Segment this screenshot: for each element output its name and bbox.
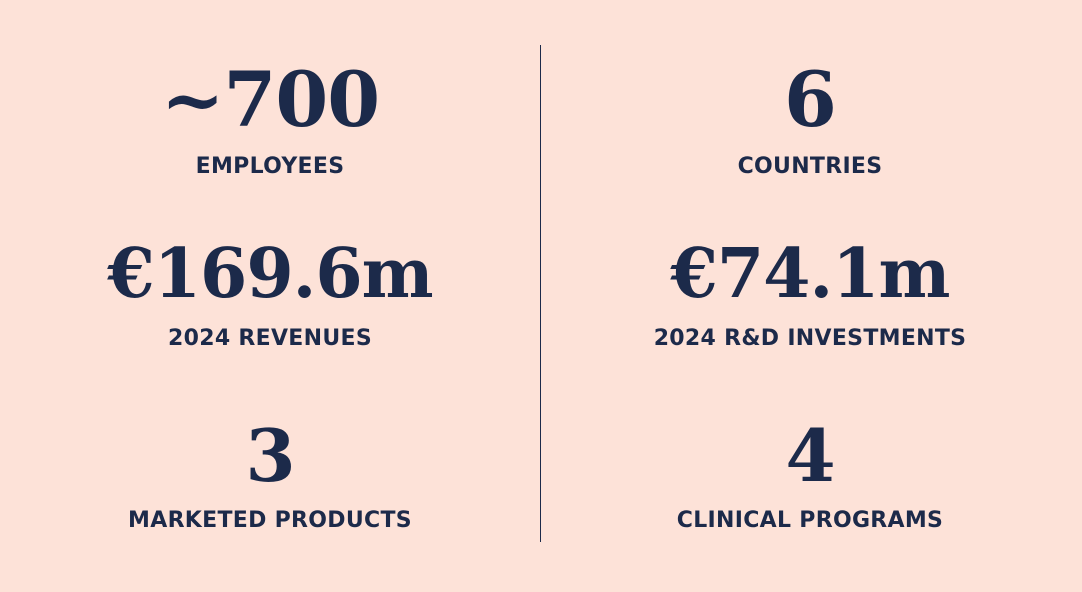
stat-label: 2024 R&D INVESTMENTS (653, 326, 967, 351)
column-divider (540, 45, 541, 542)
stat-employees: ~700 EMPLOYEES (70, 62, 470, 178)
stat-rd-investments: €74.1m 2024 R&D INVESTMENTS (585, 240, 1035, 350)
stat-revenues: €169.6m 2024 REVENUES (45, 240, 495, 350)
stat-marketed-products: 3 MARKETED PRODUCTS (70, 420, 470, 532)
stat-label: 2024 REVENUES (168, 326, 372, 351)
stat-value: 6 (784, 55, 837, 144)
stat-label: MARKETED PRODUCTS (128, 508, 412, 533)
stat-label: COUNTRIES (737, 154, 883, 179)
stat-clinical-programs: 4 CLINICAL PROGRAMS (610, 420, 1010, 532)
stat-label: EMPLOYEES (195, 154, 345, 179)
stat-value: 4 (785, 413, 835, 498)
stat-value: 3 (245, 413, 295, 498)
stat-value: €74.1m (670, 234, 951, 314)
stat-value: ~700 (160, 55, 380, 144)
stat-countries: 6 COUNTRIES (610, 62, 1010, 178)
stat-label: CLINICAL PROGRAMS (676, 508, 944, 533)
stat-value: €169.6m (107, 234, 433, 314)
